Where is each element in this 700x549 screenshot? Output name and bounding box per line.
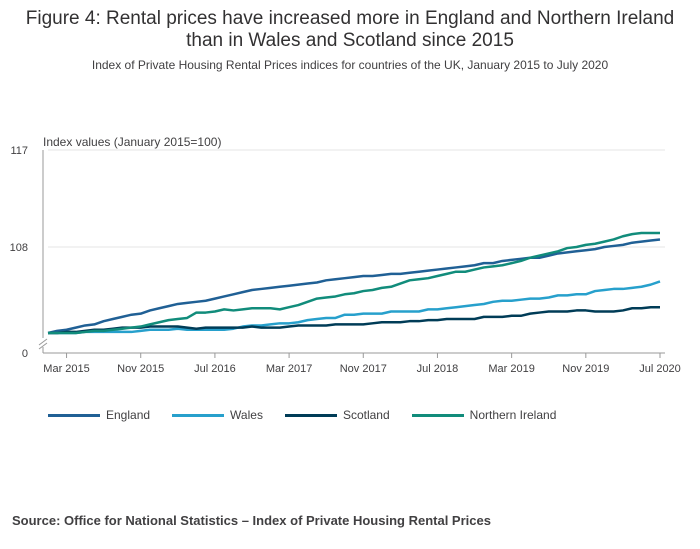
x-tick-label: Mar 2017: [266, 363, 312, 375]
axis-break-mark: [38, 342, 48, 350]
chart-title: Figure 4: Rental prices have increased m…: [25, 8, 675, 51]
legend-swatch-northern-ireland: [411, 413, 464, 417]
series-line-wales: [48, 280, 661, 335]
x-tick-label: Mar 2015: [43, 363, 89, 375]
legend-item-northern-ireland[interactable]: Northern Ireland: [411, 408, 557, 422]
x-tick-label: Nov 2019: [562, 363, 609, 375]
legend-swatch-wales: [172, 413, 225, 417]
series-line-northern-ireland: [48, 231, 660, 335]
chart-legend: England Wales Scotland Northern Ireland: [48, 408, 578, 422]
line-chart: Index values (January 2015=100) 117 108 0 Ma…: [10, 135, 681, 375]
legend-label-wales: Wales: [230, 408, 263, 422]
y-tick-label-108: 108: [10, 242, 28, 254]
series-line-scotland: [48, 305, 660, 335]
y-tick-label-0: 0: [22, 348, 28, 360]
x-tick-label: Jul 2018: [417, 363, 459, 375]
axis-break-mark: [38, 338, 48, 346]
source-note: Source: Office for National Statistics –…: [12, 513, 491, 528]
legend-item-wales[interactable]: Wales: [172, 408, 263, 422]
x-tick-label: Jul 2020: [639, 363, 681, 375]
x-tick-label: Mar 2019: [488, 363, 534, 375]
legend-item-scotland[interactable]: Scotland: [284, 408, 390, 422]
series-line-england: [47, 238, 661, 335]
legend-swatch-england: [48, 413, 100, 417]
y-axis-label: Index values (January 2015=100): [43, 135, 221, 149]
legend-label-scotland: Scotland: [342, 408, 390, 422]
y-tick-label-117: 117: [10, 145, 28, 157]
x-tick-label: Jul 2016: [194, 363, 236, 375]
legend-label-england: England: [106, 408, 151, 422]
legend-item-england[interactable]: England: [48, 408, 150, 422]
x-tick-label: Nov 2015: [117, 363, 164, 375]
legend-swatch-scotland: [284, 413, 337, 417]
chart-subtitle: Index of Private Housing Rental Prices i…: [91, 58, 609, 72]
legend-label-northern-ireland: Northern Ireland: [469, 408, 557, 422]
x-tick-label: Nov 2017: [340, 363, 387, 375]
